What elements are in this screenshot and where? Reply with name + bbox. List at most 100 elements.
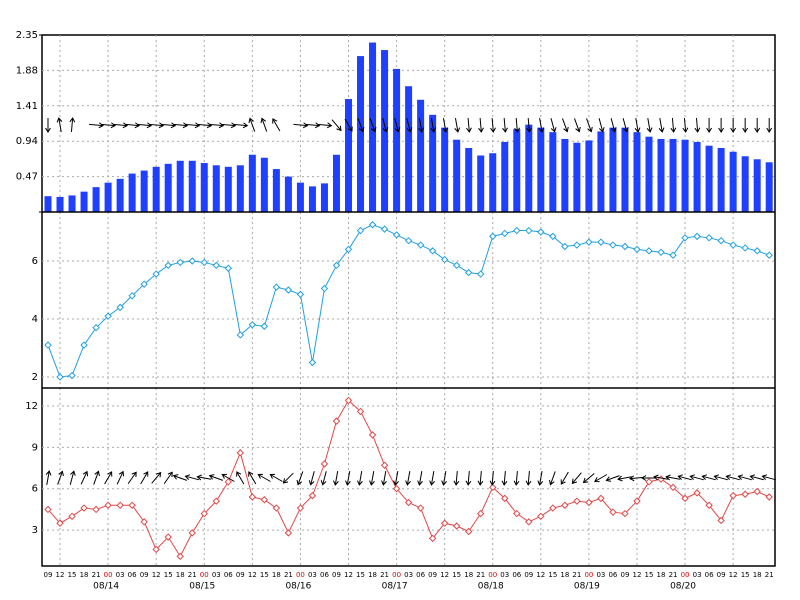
x-tick-label: 15 [260,571,269,579]
bar [705,145,713,212]
direction-arrow [622,118,629,133]
marker [224,478,233,486]
x-tick-label: 18 [753,571,762,579]
marker [140,280,148,288]
direction-arrow [617,475,632,482]
direction-arrow [430,118,437,133]
arrow-head [405,480,411,486]
marker [116,501,124,509]
direction-arrow [308,471,315,486]
bar [645,136,653,212]
arrow-shaft [738,475,753,481]
date-label: 08/14 [93,582,119,592]
y-tick-label: 0.94 [16,136,38,147]
arrow-shaft [671,117,675,133]
marker [452,261,461,270]
direction-arrow [713,474,729,481]
arrow-head [45,127,51,133]
arrow-head [582,477,589,484]
marker [440,255,449,264]
arrow-shaft [430,471,435,485]
y-tick-label: 12 [25,401,38,412]
x-tick-label: 00 [681,571,690,579]
marker [537,512,545,521]
date-label: 08/20 [670,582,696,592]
arrow-head [308,480,315,486]
marker [537,228,545,236]
arrow-shaft [113,123,128,127]
bar [753,159,761,212]
direction-arrow [45,118,51,133]
marker [200,258,208,267]
marker [464,527,473,536]
x-tick-label: 09 [620,571,629,579]
arrow-shaft [583,473,595,483]
marker [440,519,449,527]
arrow-shaft [659,118,663,132]
arrow-shaft [442,471,447,485]
y-tick-label: 6 [32,484,38,495]
marker [573,241,581,249]
direction-arrow [69,470,76,485]
date-label: 08/17 [382,582,408,592]
marker [452,522,461,530]
arrow-shaft [357,118,364,132]
arrow-head [502,127,508,133]
arrow-shaft [394,118,399,132]
marker [296,504,305,512]
x-tick-label: 15 [741,571,750,579]
arrow-head [158,122,165,129]
direction-arrow [513,470,520,486]
arrow-head [670,127,677,133]
direction-arrow [694,117,701,133]
marker [681,234,689,242]
arrow-head [393,480,399,486]
marker [104,312,112,320]
arrow-head [345,480,351,486]
arrow-head [653,474,659,481]
arrow-shaft [442,118,447,132]
arrow-head [248,471,254,477]
arrow-shaft [69,471,75,485]
arrow-head [221,473,227,479]
marker [272,504,281,512]
arrow-shaft [479,117,482,133]
arrow-shaft [454,118,459,132]
direction-arrow [221,122,237,129]
direction-arrow [296,471,304,486]
direction-arrow [526,117,532,133]
arrow-shaft [606,475,620,481]
arrow-head [514,127,520,133]
bar [429,114,437,212]
direction-arrow [658,118,665,133]
x-tick-label: 09 [332,571,341,579]
marker [176,552,184,561]
marker [68,371,76,380]
marker [44,505,52,514]
marker [236,449,245,457]
arrow-head [761,474,768,480]
x-tick-label: 21 [572,571,581,579]
arrow-shaft [586,118,592,132]
marker [464,268,473,277]
marker [669,251,677,259]
arrow-shaft [430,118,435,132]
marker [392,231,401,239]
arrow-shaft [334,471,339,485]
y-tick-label: 0.47 [16,172,38,183]
arrow-head [563,126,569,133]
arrow-head [122,122,129,129]
arrow-head [513,480,520,486]
direction-arrow [514,117,520,133]
x-tick-label: 12 [729,571,738,579]
direction-arrow [172,474,187,481]
x-tick-label: 00 [488,571,497,579]
marker [693,489,701,497]
arrow-head [537,480,544,486]
arrow-shaft [317,123,332,127]
marker [392,485,401,493]
marker [308,491,317,500]
arrow-shaft [594,474,608,482]
bar [417,99,425,212]
direction-arrow [80,470,89,485]
